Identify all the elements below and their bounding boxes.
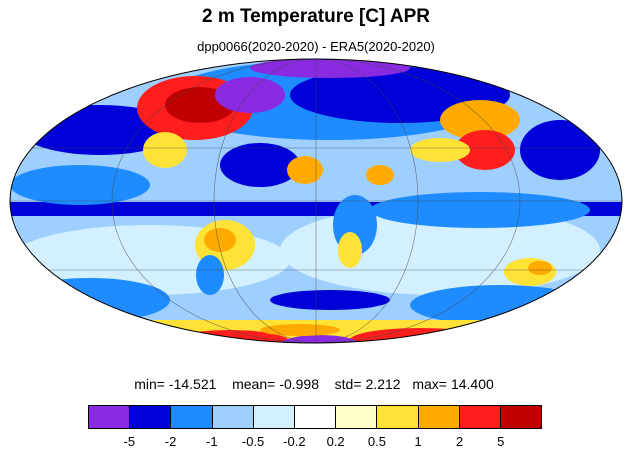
min-label: min= xyxy=(134,376,165,392)
max-value: 14.400 xyxy=(450,376,494,392)
colorbar-tick-label: 1 xyxy=(414,434,422,449)
plot-title: 2 m Temperature [C] APR xyxy=(201,6,431,27)
temperature-difference-map xyxy=(9,58,623,344)
statistics-line: min= -14.521 mean= -0.998 std= 2.212 max= 14… xyxy=(0,376,632,392)
colorbar xyxy=(88,405,542,429)
colorbar-swatch xyxy=(459,406,501,428)
map-border xyxy=(9,58,623,344)
colorbar-tick-label: 0.5 xyxy=(367,434,386,449)
mean-value: -0.998 xyxy=(279,376,319,392)
std-label: std= xyxy=(334,376,362,392)
colorbar-tick-label: -0.2 xyxy=(283,434,306,449)
colorbar-swatch xyxy=(500,406,542,428)
colorbar-swatch xyxy=(89,406,131,428)
colorbar-tick-label: -0.5 xyxy=(241,434,265,449)
min-value: -14.521 xyxy=(168,376,217,392)
colorbar-ticks: -5 -2 -1 -0.5 -0.2 0.2 0.5 1 2 5 xyxy=(88,434,542,452)
colorbar-swatch xyxy=(377,406,419,428)
colorbar-swatch xyxy=(253,406,295,428)
colorbar-swatch xyxy=(418,406,460,428)
colorbar-tick-label: -5 xyxy=(123,434,136,449)
colorbar-tick-label: 0.2 xyxy=(326,434,345,449)
colorbar-swatch xyxy=(130,406,172,428)
colorbar-swatch xyxy=(336,406,378,428)
colorbar-swatch xyxy=(294,406,337,428)
colorbar-tick-label: -2 xyxy=(164,434,177,449)
colorbar-swatch xyxy=(212,406,254,428)
std-value: 2.212 xyxy=(365,376,401,392)
plot-subtitle: dpp0066(2020-2020) - ERA5(2020-2020) xyxy=(197,39,435,54)
map-field xyxy=(10,59,622,343)
colorbar-tick-label: -1 xyxy=(206,434,218,449)
mean-label: mean= xyxy=(232,376,276,392)
colorbar-swatch xyxy=(171,406,213,428)
colorbar-tick-label: 2 xyxy=(455,434,464,449)
colorbar-tick-label: 5 xyxy=(497,434,505,449)
max-label: max= xyxy=(412,376,447,392)
graticule xyxy=(10,59,622,343)
